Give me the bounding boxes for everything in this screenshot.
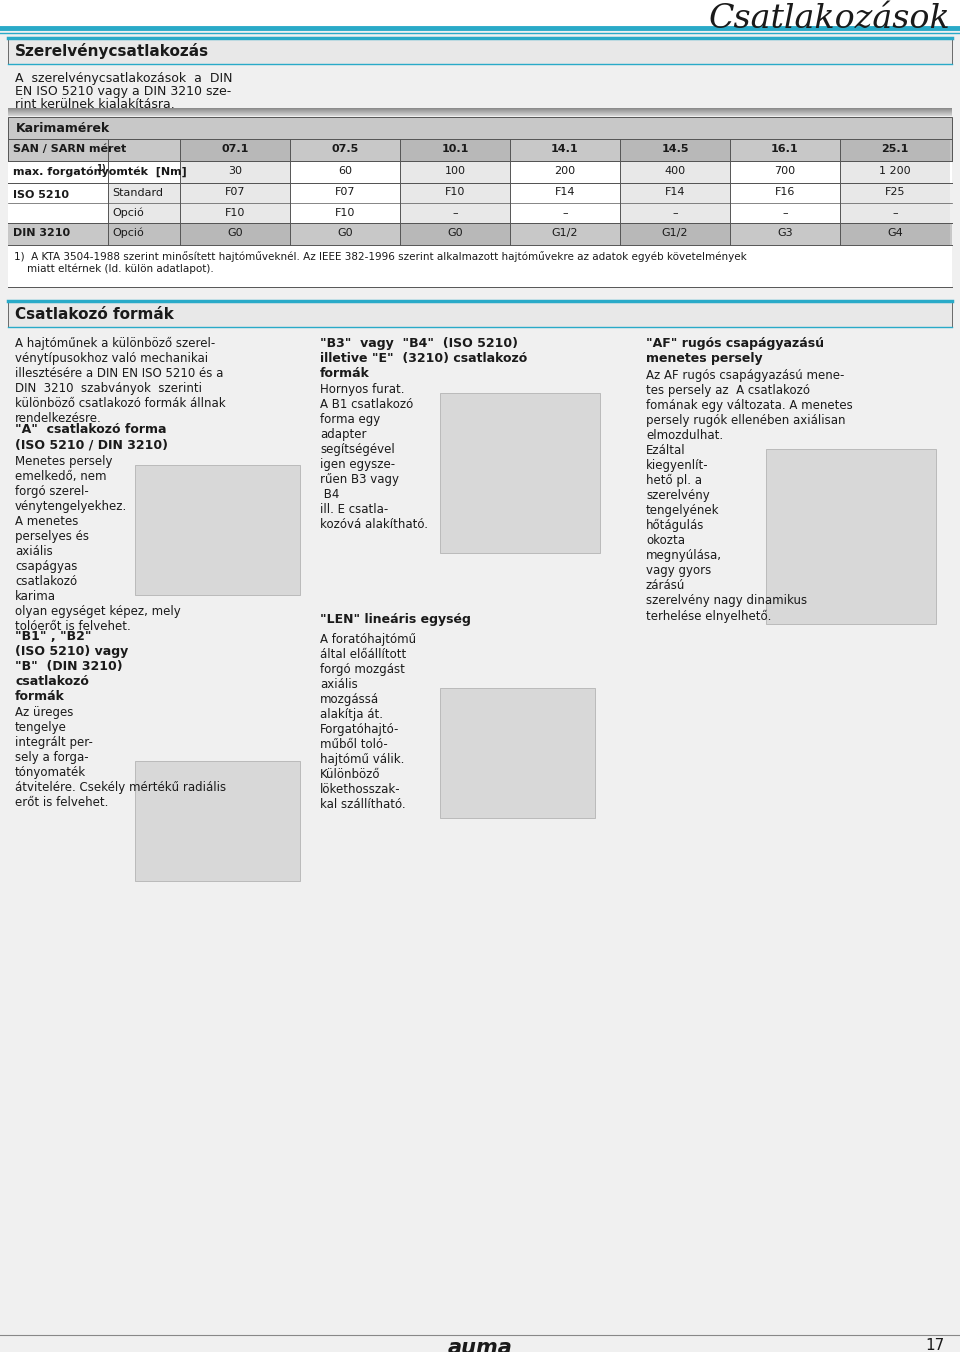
Text: 1 200: 1 200 [879, 166, 911, 176]
Bar [440, 393, 600, 553]
Bar [0, 0, 960, 30]
Text: F16: F16 [775, 187, 795, 197]
Text: G1/2: G1/2 [552, 228, 578, 238]
Bar [400, 183, 510, 203]
Bar [8, 223, 952, 245]
Bar [180, 183, 290, 203]
Bar [180, 161, 290, 183]
Bar [510, 203, 620, 223]
Text: 1): 1) [96, 164, 106, 173]
Bar [510, 139, 620, 161]
Bar [180, 139, 290, 161]
Text: miatt eltérnek (ld. külön adatlapot).: miatt eltérnek (ld. külön adatlapot). [14, 264, 214, 274]
Text: 07.5: 07.5 [331, 145, 359, 154]
Text: F07: F07 [335, 187, 355, 197]
Text: –: – [892, 208, 898, 218]
Text: 14.1: 14.1 [551, 145, 579, 154]
Text: F10: F10 [225, 208, 245, 218]
Text: A  szerelvénycsatlakozások  a  DIN: A szerelvénycsatlakozások a DIN [15, 72, 232, 85]
Text: Az üreges
tengelye
integrált per-
sely a forga-
tónyomaték
átvitelére. Csekély m: Az üreges tengelye integrált per- sely a… [15, 706, 227, 808]
Text: 200: 200 [555, 166, 576, 176]
Text: Standard: Standard [112, 188, 163, 197]
Bar [8, 118, 952, 287]
Text: –: – [782, 208, 788, 218]
Text: Hornyos furat.
A B1 csatlakozó
forma egy
adapter
segítségével
igen egysze-
rűen : Hornyos furat. A B1 csatlakozó forma egy… [320, 383, 428, 531]
Text: 400: 400 [664, 166, 685, 176]
Text: 25.1: 25.1 [881, 145, 909, 154]
Bar [290, 139, 400, 161]
Bar [8, 161, 952, 183]
Bar [108, 203, 180, 223]
Text: G1/2: G1/2 [661, 228, 688, 238]
Bar [290, 203, 400, 223]
Text: G0: G0 [447, 228, 463, 238]
Bar [840, 139, 950, 161]
Bar [108, 223, 180, 245]
Bar [620, 203, 730, 223]
Text: Szerelvénycsatlakozás: Szerelvénycsatlakozás [15, 43, 209, 59]
Text: 100: 100 [444, 166, 466, 176]
Bar [840, 183, 950, 203]
Bar [620, 183, 730, 203]
Bar [840, 203, 950, 223]
Bar [135, 761, 300, 882]
Bar [400, 139, 510, 161]
Bar [620, 223, 730, 245]
Text: G0: G0 [228, 228, 243, 238]
Text: auma: auma [447, 1338, 513, 1352]
Bar [730, 203, 840, 223]
Text: –: – [452, 208, 458, 218]
Text: F10: F10 [444, 187, 466, 197]
Bar [8, 38, 952, 64]
Bar [840, 223, 950, 245]
Bar [510, 161, 620, 183]
Bar [290, 161, 400, 183]
Text: F25: F25 [885, 187, 905, 197]
Bar [400, 203, 510, 223]
Text: 07.1: 07.1 [222, 145, 249, 154]
Text: Az AF rugós csapágyazású mene-
tes persely az  A csatlakozó
fomának egy változat: Az AF rugós csapágyazású mene- tes perse… [646, 369, 852, 622]
Bar [8, 183, 108, 223]
Text: 16.1: 16.1 [771, 145, 799, 154]
Text: Opció: Opció [112, 228, 144, 238]
Bar [108, 183, 180, 203]
Text: ISO 5210: ISO 5210 [13, 191, 69, 200]
Bar [510, 223, 620, 245]
Text: EN ISO 5210 vagy a DIN 3210 sze-: EN ISO 5210 vagy a DIN 3210 sze- [15, 85, 231, 97]
Bar [730, 139, 840, 161]
Text: G3: G3 [778, 228, 793, 238]
Text: 1)  A KTA 3504-1988 szerint minősített hajtóműveknél. Az IEEE 382-1996 szerint a: 1) A KTA 3504-1988 szerint minősített ha… [14, 251, 747, 262]
Text: F14: F14 [555, 187, 575, 197]
Text: –: – [672, 208, 678, 218]
Text: "B1" , "B2"
(ISO 5210) vagy
"B"  (DIN 3210)
csatlakozó
formák: "B1" , "B2" (ISO 5210) vagy "B" (DIN 321… [15, 630, 129, 703]
Bar [440, 688, 595, 818]
Text: 60: 60 [338, 166, 352, 176]
Text: A hajtóműnek a különböző szerel-
vénytípusokhoz való mechanikai
illesztésére a D: A hajtóműnek a különböző szerel- vénytíp… [15, 337, 226, 425]
Text: "A"  csatlakozó forma
(ISO 5210 / DIN 3210): "A" csatlakozó forma (ISO 5210 / DIN 321… [15, 423, 168, 452]
Bar [290, 183, 400, 203]
Bar [8, 301, 952, 327]
Text: Menetes persely
emelkedő, nem
forgó szerel-
vénytengelyekhez.
A menetes
perselye: Menetes persely emelkedő, nem forgó szer… [15, 456, 180, 633]
Bar [8, 245, 952, 287]
Bar [400, 223, 510, 245]
Bar [135, 465, 300, 595]
Bar [766, 449, 936, 625]
Text: G0: G0 [337, 228, 353, 238]
Text: SAN / SARN méret: SAN / SARN méret [13, 145, 127, 154]
Bar [8, 139, 952, 161]
Text: rint kerülnek kialakításra.: rint kerülnek kialakításra. [15, 97, 175, 111]
Bar [180, 223, 290, 245]
Text: max. forgatónyomték  [Nm]: max. forgatónyomték [Nm] [13, 166, 187, 177]
Bar [180, 203, 290, 223]
Bar [290, 223, 400, 245]
Text: "LEN" lineáris egység: "LEN" lineáris egység [320, 612, 470, 626]
Text: Opció: Opció [112, 208, 144, 219]
Text: A foratóhajtómű
által előállított
forgó mozgást
axiális
mozgássá
alakítja át.
Fo: A foratóhajtómű által előállított forgó … [320, 633, 416, 811]
Text: –: – [563, 208, 567, 218]
Text: "B3"  vagy  "B4"  (ISO 5210)
illetive "E"  (3210) csatlakozó
formák: "B3" vagy "B4" (ISO 5210) illetive "E" (… [320, 337, 527, 380]
Bar [620, 139, 730, 161]
Bar [8, 118, 952, 139]
Bar [400, 161, 510, 183]
Text: 17: 17 [925, 1338, 945, 1352]
Bar [0, 1336, 960, 1352]
